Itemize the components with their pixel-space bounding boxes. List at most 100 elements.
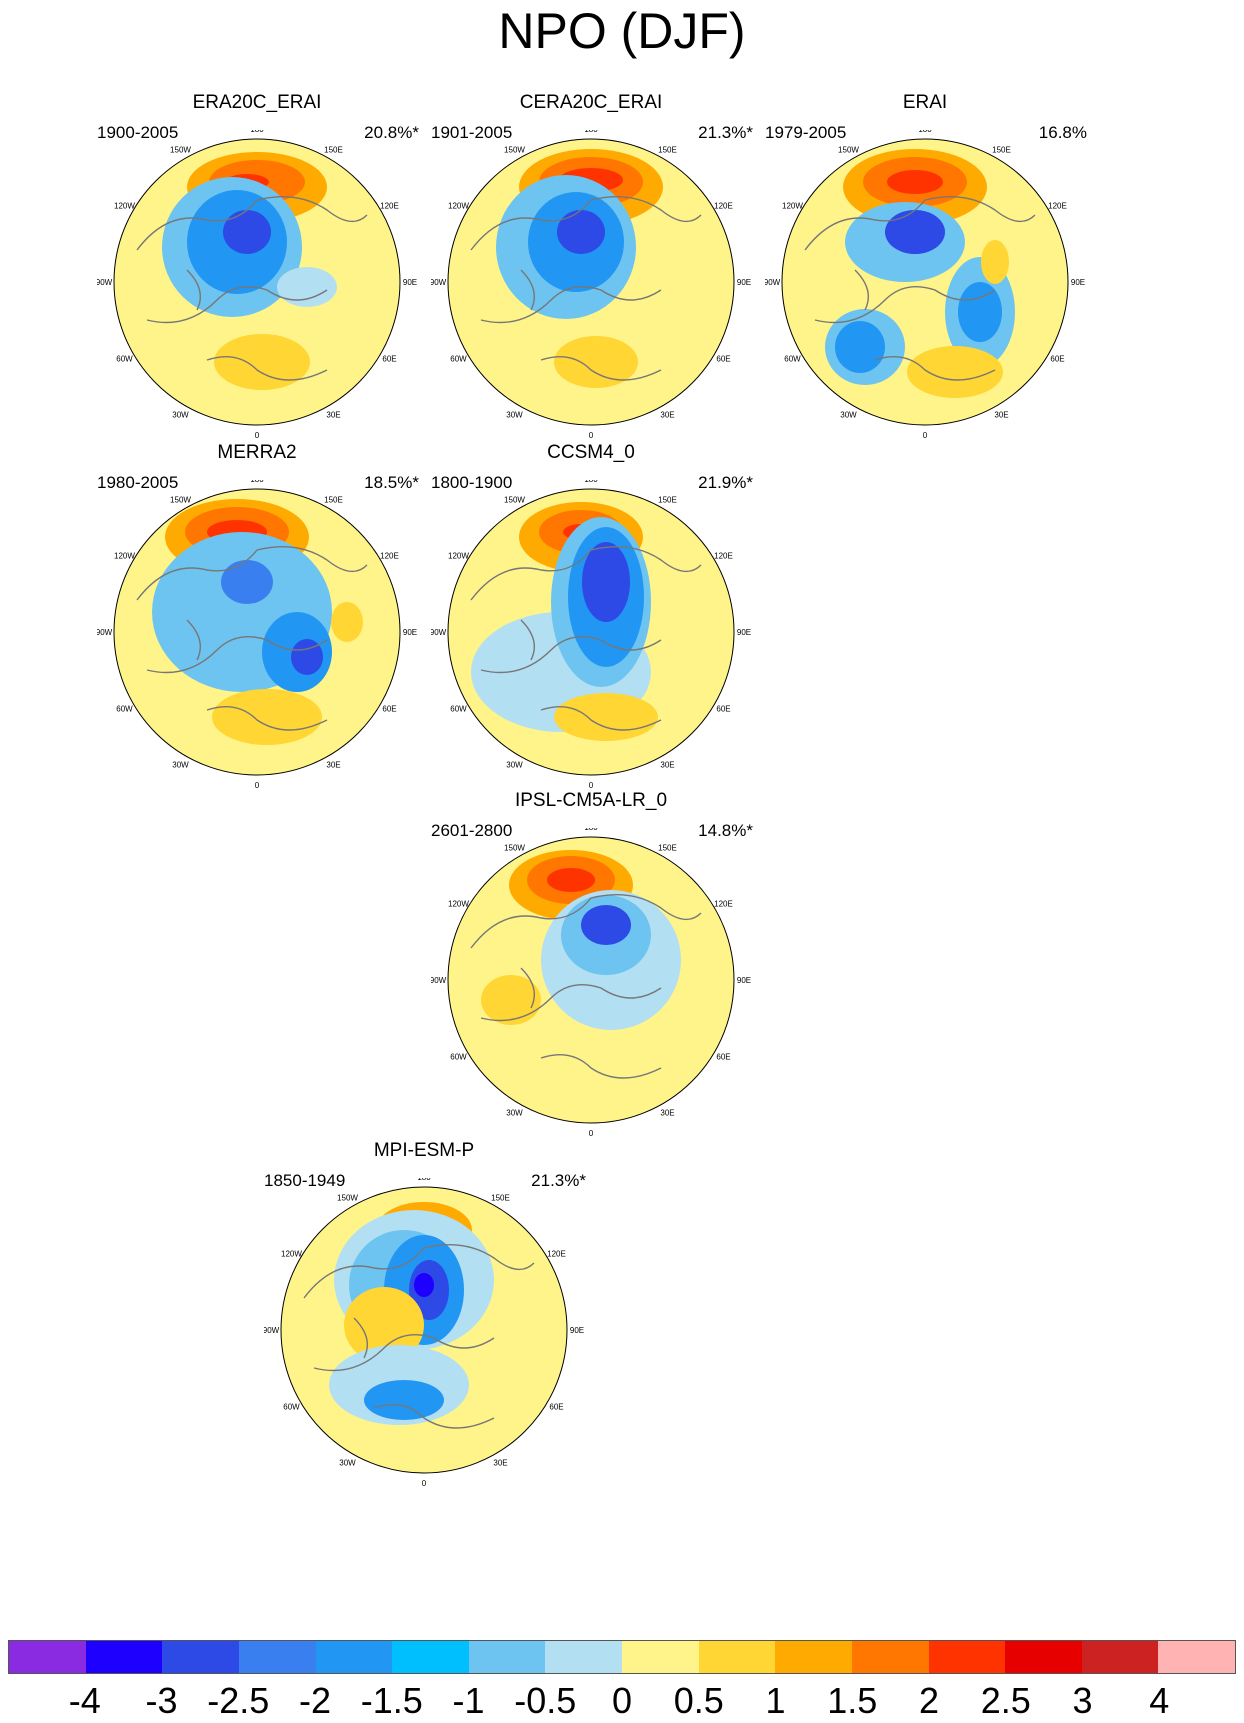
panel-title: MERRA2	[217, 442, 297, 463]
longitude-label: 30W	[506, 761, 523, 770]
longitude-label: 150W	[170, 495, 191, 504]
longitude-label: 150E	[324, 495, 343, 504]
longitude-label: 30W	[172, 761, 189, 770]
colorbar-swatch	[468, 1641, 546, 1673]
anomaly-contour	[885, 210, 945, 254]
anomaly-contour	[887, 170, 943, 194]
map-panel: MPI-ESM-P 1850-1949 21.3%* 180 150E 120E 90E 60…	[254, 1138, 594, 1518]
longitude-label: 60E	[716, 355, 730, 364]
longitude-label: 120W	[448, 900, 469, 909]
longitude-label: 90W	[97, 628, 113, 637]
longitude-label: 60W	[116, 355, 133, 364]
longitude-label: 150E	[491, 1193, 510, 1202]
map-panel: MERRA2 1980-2005 18.5%* 180 150E 120E 90E 60E 30…	[87, 440, 427, 820]
anomaly-contour	[344, 1287, 424, 1363]
longitude-label: 180	[584, 130, 598, 134]
longitude-label: 120W	[114, 202, 135, 211]
longitude-label: 150W	[504, 495, 525, 504]
anomaly-contour	[414, 1273, 434, 1297]
colorbar-swatch	[928, 1641, 1006, 1673]
longitude-label: 30W	[840, 411, 857, 420]
anomaly-contour	[277, 267, 337, 307]
longitude-label: 30E	[493, 1459, 507, 1468]
longitude-label: 60E	[1050, 355, 1064, 364]
map-boundary	[113, 488, 401, 776]
map-boundary	[280, 1186, 568, 1474]
anomaly-contour	[221, 560, 273, 604]
longitude-label: 60W	[450, 355, 467, 364]
colorbar-swatch	[545, 1641, 622, 1673]
polar-map: 180 150E 120E 90E 60E 30E 0 30W 60W 90W 120W 150W	[97, 480, 417, 790]
longitude-label: 30W	[172, 411, 189, 420]
longitude-label: 90W	[431, 976, 447, 985]
longitude-label: 90W	[431, 628, 447, 637]
longitude-label: 30W	[339, 1459, 356, 1468]
longitude-label: 150E	[658, 495, 677, 504]
map-panel: CCSM4_0 1800-1900 21.9%* 180 150E 120E 90E 60E 3…	[421, 440, 761, 820]
longitude-label: 0	[255, 781, 260, 790]
longitude-label: 120E	[714, 552, 733, 561]
anomaly-contour	[554, 336, 638, 388]
colorbar-swatch	[1158, 1641, 1235, 1673]
longitude-label: 90E	[403, 278, 417, 287]
colorbar-tick-label: 2.5	[980, 1680, 1031, 1721]
longitude-label: 30E	[326, 761, 340, 770]
colorbar-tick-label: -4	[68, 1680, 101, 1721]
longitude-label: 90E	[1071, 278, 1085, 287]
longitude-label: 60E	[382, 705, 396, 714]
anomaly-contour	[557, 210, 605, 254]
panel-title: IPSL-CM5A-LR_0	[514, 790, 668, 811]
longitude-label: 180	[584, 480, 598, 484]
longitude-label: 60E	[382, 355, 396, 364]
colorbar-swatch	[9, 1641, 86, 1673]
panel-title: CCSM4_0	[547, 442, 635, 463]
longitude-label: 150E	[992, 145, 1011, 154]
longitude-label: 30E	[660, 1109, 674, 1118]
longitude-label: 90W	[97, 278, 113, 287]
panel-period: 2601-2800	[431, 821, 513, 840]
colorbar-swatch	[162, 1641, 239, 1673]
longitude-label: 60E	[716, 1053, 730, 1062]
polar-map: 180 150E 120E 90E 60E 30E 0 30W 60W 90W 120W 150W	[431, 130, 751, 440]
colorbar-swatch	[1005, 1641, 1082, 1673]
colorbar-swatch	[622, 1641, 699, 1673]
anomaly-contour	[581, 905, 631, 945]
polar-map: 180 150E 120E 90E 60E 30E 0 30W 60W 90W 120W 150W	[431, 828, 751, 1138]
colorbar-swatch	[392, 1641, 469, 1673]
longitude-label: 30E	[660, 411, 674, 420]
longitude-label: 0	[589, 1129, 594, 1138]
longitude-label: 90W	[431, 278, 447, 287]
polar-map: 180 150E 120E 90E 60E 30E 0 30W 60W 90W 120W 150W	[765, 130, 1085, 440]
longitude-label: 30E	[326, 411, 340, 420]
panel-variance: 16.8%	[1038, 123, 1087, 142]
longitude-label: 150W	[337, 1193, 358, 1202]
figure-title: NPO (DJF)	[498, 3, 746, 59]
anomaly-contour	[291, 639, 323, 675]
longitude-label: 120E	[714, 202, 733, 211]
panel-period: 1901-2005	[431, 123, 513, 142]
colorbar-swatch	[851, 1641, 929, 1673]
panel-variance: 21.9%*	[698, 473, 753, 492]
coastline	[804, 195, 1036, 381]
longitude-label: 0	[422, 1479, 427, 1488]
longitude-label: 90E	[570, 1326, 584, 1335]
map-boundary	[447, 138, 735, 426]
panel-period: 1850-1949	[264, 1171, 346, 1190]
map-panel: ERAI 1979-2005 16.8% 180 150E 120E 90E 60E 30E 0 3…	[755, 90, 1095, 470]
coastline	[470, 195, 702, 381]
map-boundary	[447, 488, 735, 776]
longitude-label: 90W	[765, 278, 781, 287]
map-panel: CERA20C_ERAI 1901-2005 21.3%* 180 150E 120E 90…	[421, 90, 761, 470]
longitude-label: 120E	[547, 1250, 566, 1259]
colorbar-swatch	[315, 1641, 393, 1673]
longitude-label: 150W	[838, 145, 859, 154]
longitude-label: 60W	[116, 705, 133, 714]
coastline	[136, 545, 368, 731]
longitude-label: 180	[250, 130, 264, 134]
panel-title: CERA20C_ERAI	[519, 92, 663, 113]
colorbar-swatch	[698, 1641, 776, 1673]
colorbar-tick-label: -1	[452, 1680, 485, 1721]
longitude-label: 120E	[1048, 202, 1067, 211]
panel-period: 1900-2005	[97, 123, 179, 142]
